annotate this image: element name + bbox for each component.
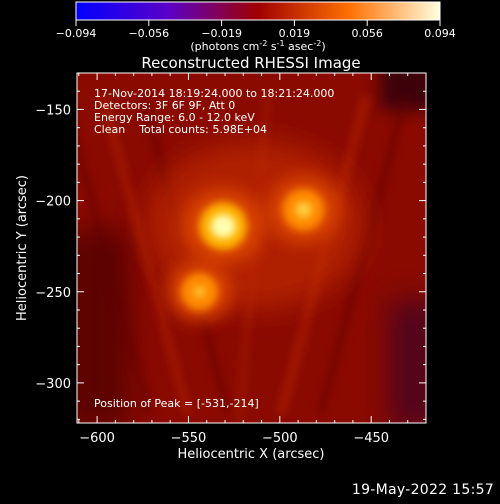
colorbar-tick-label: 0.019 [279, 27, 311, 40]
colorbar-tick-label: 0.056 [351, 27, 383, 40]
x-axis-label: Heliocentric X (arcsec) [178, 447, 325, 462]
colorbar-unit: (photons cm-2 s-1 asec-2) [190, 39, 325, 53]
corner-dark [380, 73, 426, 110]
plot-frame [76, 72, 427, 424]
x-tick-label: −500 [262, 431, 298, 446]
y-tick-label: −300 [35, 377, 71, 392]
y-axis: −150 −200 −250 −300 [35, 72, 426, 420]
x-tick-label: −450 [353, 431, 389, 446]
timestamp: 19-May-2022 15:57 [351, 482, 494, 498]
source-core [194, 286, 205, 297]
source-core [295, 201, 312, 218]
y-tick-label: −150 [35, 103, 71, 118]
info-method: Clean Total counts: 5.98E+04 [94, 123, 267, 136]
colorbar [75, 1, 441, 21]
colorbar-tick-label: 0.094 [424, 27, 456, 40]
y-axis-label: Heliocentric Y (arcsec) [15, 175, 30, 321]
image-area [77, 73, 426, 423]
source-core [210, 214, 236, 239]
y-tick-label: −250 [35, 286, 71, 301]
colorbar-tick-label: −0.019 [201, 27, 242, 40]
chart-title: Reconstructed RHESSI Image [141, 54, 360, 72]
info-detectors: Detectors: 3F 6F 9F, Att 0 [94, 99, 235, 112]
info-energy: Energy Range: 6.0 - 12.0 keV [94, 111, 255, 124]
info-block: 17-Nov-2014 18:19:24.000 to 18:21:24.000… [94, 87, 334, 410]
colorbar-tick-label: −0.094 [56, 27, 97, 40]
y-tick-label: −200 [35, 195, 71, 210]
x-tick-label: −600 [79, 431, 115, 446]
sources [166, 175, 341, 323]
x-axis: −600 −550 −500 −450 [78, 73, 427, 446]
colorbar-tick-label: −0.056 [128, 27, 169, 40]
right-haze [390, 300, 426, 423]
info-time: 17-Nov-2014 18:19:24.000 to 18:21:24.000 [94, 87, 334, 100]
colorbar-ticks: −0.094 −0.056 −0.019 0.019 0.056 0.094 [56, 20, 456, 40]
x-tick-label: −550 [171, 431, 207, 446]
info-peak: Position of Peak = [-531,-214] [94, 397, 259, 410]
